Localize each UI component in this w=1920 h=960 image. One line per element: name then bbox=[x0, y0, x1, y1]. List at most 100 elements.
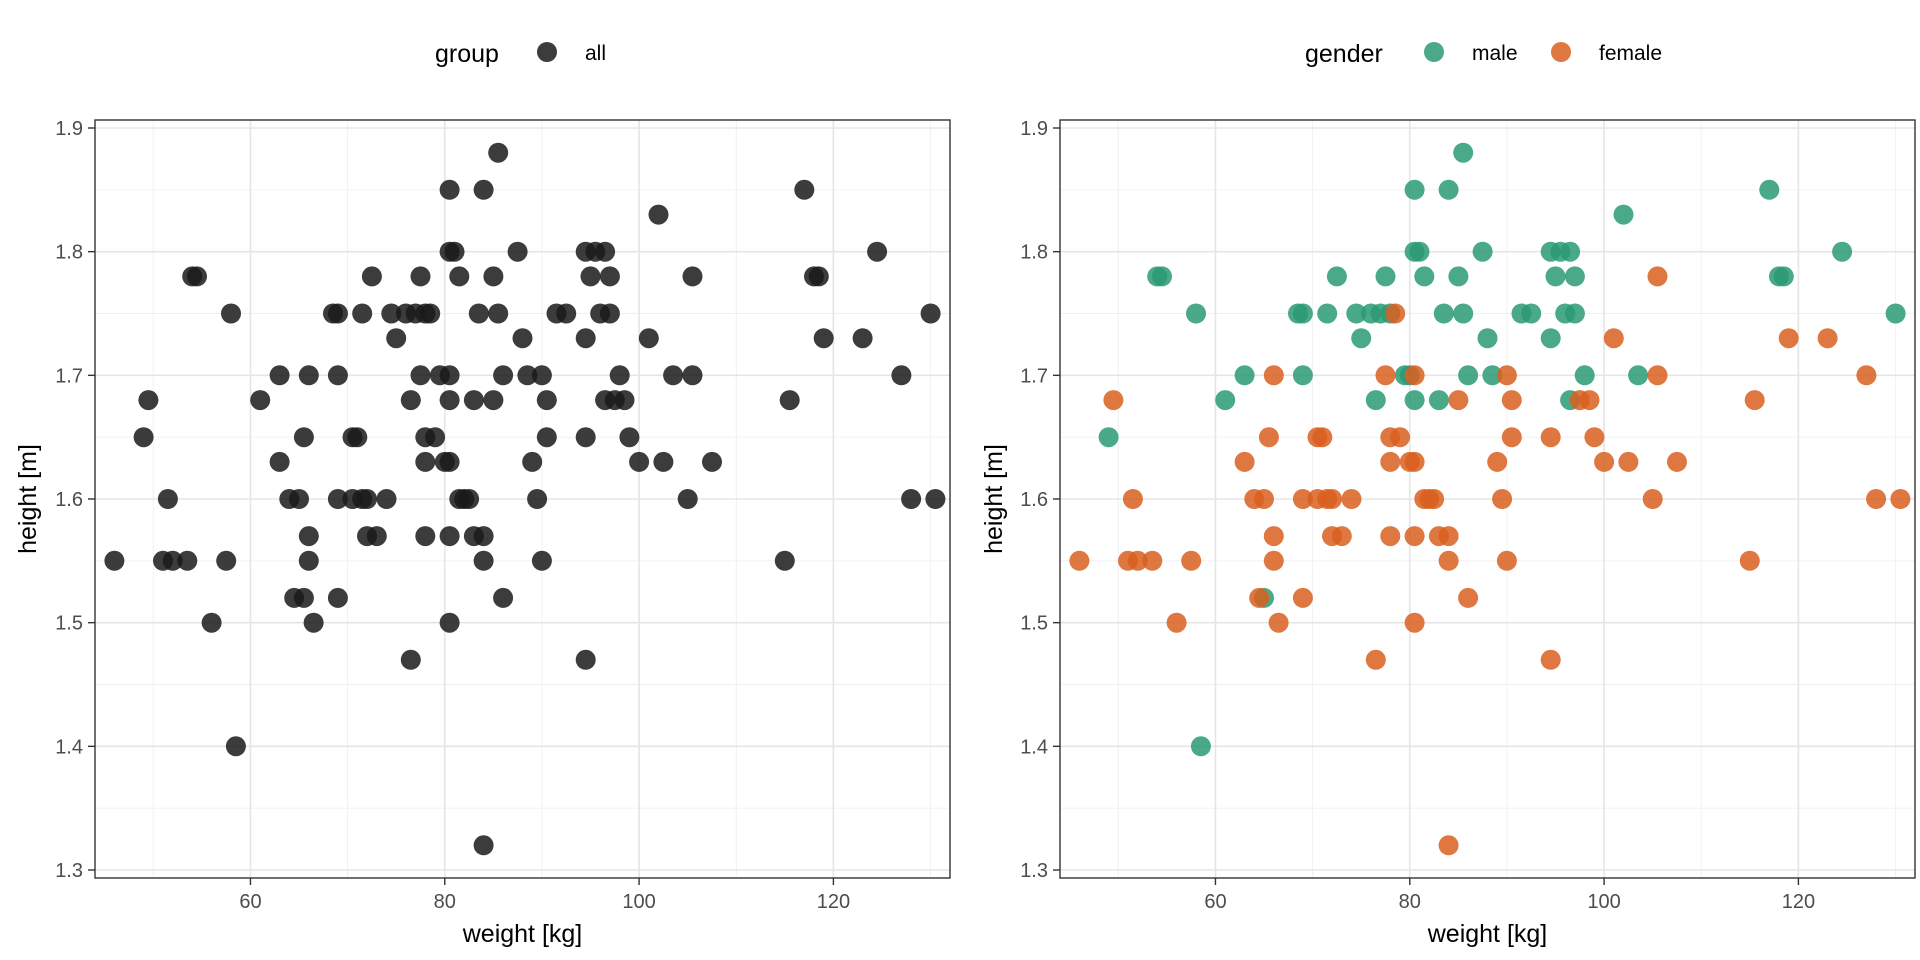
data-point-female bbox=[1254, 489, 1274, 509]
data-point-male bbox=[1832, 241, 1853, 262]
data-point-male bbox=[1409, 241, 1430, 262]
data-point-all bbox=[376, 489, 397, 509]
data-point-all bbox=[250, 390, 271, 411]
data-point-female bbox=[1778, 328, 1799, 349]
data-point-male bbox=[1773, 266, 1794, 287]
data-point-male bbox=[1326, 266, 1347, 287]
grid-group bbox=[95, 120, 950, 878]
data-point-female bbox=[1385, 303, 1406, 324]
data-point-all bbox=[269, 451, 290, 472]
data-point-male bbox=[1448, 266, 1469, 287]
data-point-female bbox=[1438, 550, 1459, 571]
data-point-male bbox=[1215, 390, 1236, 411]
points-group bbox=[104, 142, 946, 856]
data-point-all bbox=[293, 587, 314, 608]
data-point-female bbox=[1380, 526, 1401, 547]
data-point-female bbox=[1817, 328, 1838, 349]
x-tick-label: 120 bbox=[1782, 891, 1815, 913]
data-point-female bbox=[1268, 612, 1289, 633]
legend-key-male bbox=[1424, 42, 1444, 62]
legend-title-group: group bbox=[435, 40, 499, 68]
data-point-all bbox=[891, 365, 912, 386]
data-point-all bbox=[216, 550, 237, 571]
data-point-all bbox=[327, 489, 348, 509]
data-point-female bbox=[1263, 550, 1284, 571]
data-point-female bbox=[1739, 550, 1760, 571]
data-point-female bbox=[1744, 390, 1765, 411]
y-tick-label: 1.6 bbox=[1020, 489, 1048, 511]
data-point-all bbox=[400, 390, 421, 411]
data-point-all bbox=[439, 612, 460, 633]
data-point-male bbox=[1574, 365, 1595, 386]
data-point-female bbox=[1375, 365, 1396, 386]
data-point-female bbox=[1390, 427, 1411, 448]
data-point-all bbox=[901, 489, 922, 509]
y-tick-label: 1.3 bbox=[55, 860, 83, 882]
data-point-all bbox=[682, 266, 703, 287]
data-point-all bbox=[410, 365, 431, 386]
data-point-all bbox=[439, 526, 460, 547]
data-point-female bbox=[1380, 451, 1401, 472]
data-point-all bbox=[298, 365, 319, 386]
data-point-male bbox=[1317, 303, 1338, 324]
data-point-all bbox=[187, 266, 207, 287]
data-point-female bbox=[1292, 587, 1313, 608]
x-tick-label: 120 bbox=[817, 891, 850, 913]
data-point-all bbox=[531, 365, 552, 386]
data-point-female bbox=[1234, 451, 1255, 472]
data-point-male bbox=[1438, 179, 1459, 200]
data-point-female bbox=[1322, 489, 1342, 509]
data-point-all bbox=[225, 736, 246, 757]
data-point-female bbox=[1142, 550, 1163, 571]
data-point-all bbox=[289, 489, 309, 509]
data-point-all bbox=[459, 489, 480, 509]
data-point-all bbox=[808, 266, 829, 287]
data-point-female bbox=[1458, 587, 1479, 608]
data-point-female bbox=[1404, 526, 1425, 547]
data-point-female bbox=[1866, 489, 1887, 509]
data-point-all bbox=[177, 550, 198, 571]
data-point-female bbox=[1103, 390, 1124, 411]
data-point-male bbox=[1613, 204, 1634, 225]
data-point-all bbox=[629, 451, 650, 472]
data-point-all bbox=[599, 266, 620, 287]
data-point-female bbox=[1448, 390, 1469, 411]
y-tick-label: 1.9 bbox=[55, 118, 83, 140]
y-tick-label: 1.7 bbox=[55, 365, 83, 387]
data-point-all bbox=[327, 303, 348, 324]
data-point-all bbox=[298, 550, 319, 571]
data-point-female bbox=[1404, 365, 1425, 386]
data-point-all bbox=[473, 179, 494, 200]
y-tick-label: 1.6 bbox=[55, 489, 83, 511]
data-point-all bbox=[609, 365, 630, 386]
data-point-female bbox=[1122, 489, 1143, 509]
data-point-male bbox=[1540, 328, 1561, 349]
data-point-all bbox=[794, 179, 815, 200]
ticks-group: 60 80 100 120 1.3 1.4 1.5 1.6 1.7 1.8 1.9 bbox=[55, 118, 850, 913]
data-point-all bbox=[361, 266, 382, 287]
legend-key-female bbox=[1551, 42, 1571, 62]
data-point-all bbox=[483, 390, 504, 411]
data-point-all bbox=[522, 451, 543, 472]
data-point-female bbox=[1667, 451, 1687, 472]
data-point-female bbox=[1331, 526, 1352, 547]
data-point-all bbox=[439, 179, 460, 200]
points-gender bbox=[1069, 142, 1911, 856]
y-axis-title-group: height [m] bbox=[14, 444, 42, 554]
data-point-male bbox=[1628, 365, 1649, 386]
data-point-all bbox=[483, 266, 504, 287]
data-point-all bbox=[463, 390, 484, 411]
data-point-all bbox=[575, 328, 596, 349]
data-point-all bbox=[473, 550, 494, 571]
data-point-female bbox=[1594, 451, 1615, 472]
data-point-all bbox=[920, 303, 941, 324]
y-tick-label: 1.5 bbox=[1020, 613, 1048, 635]
data-point-male bbox=[1414, 266, 1435, 287]
data-point-female bbox=[1404, 451, 1425, 472]
data-point-all bbox=[439, 451, 460, 472]
data-point-male bbox=[1458, 365, 1479, 386]
legend-label-all: all bbox=[585, 42, 606, 65]
data-point-female bbox=[1540, 649, 1561, 670]
data-point-male bbox=[1292, 303, 1313, 324]
data-point-all bbox=[575, 649, 596, 670]
